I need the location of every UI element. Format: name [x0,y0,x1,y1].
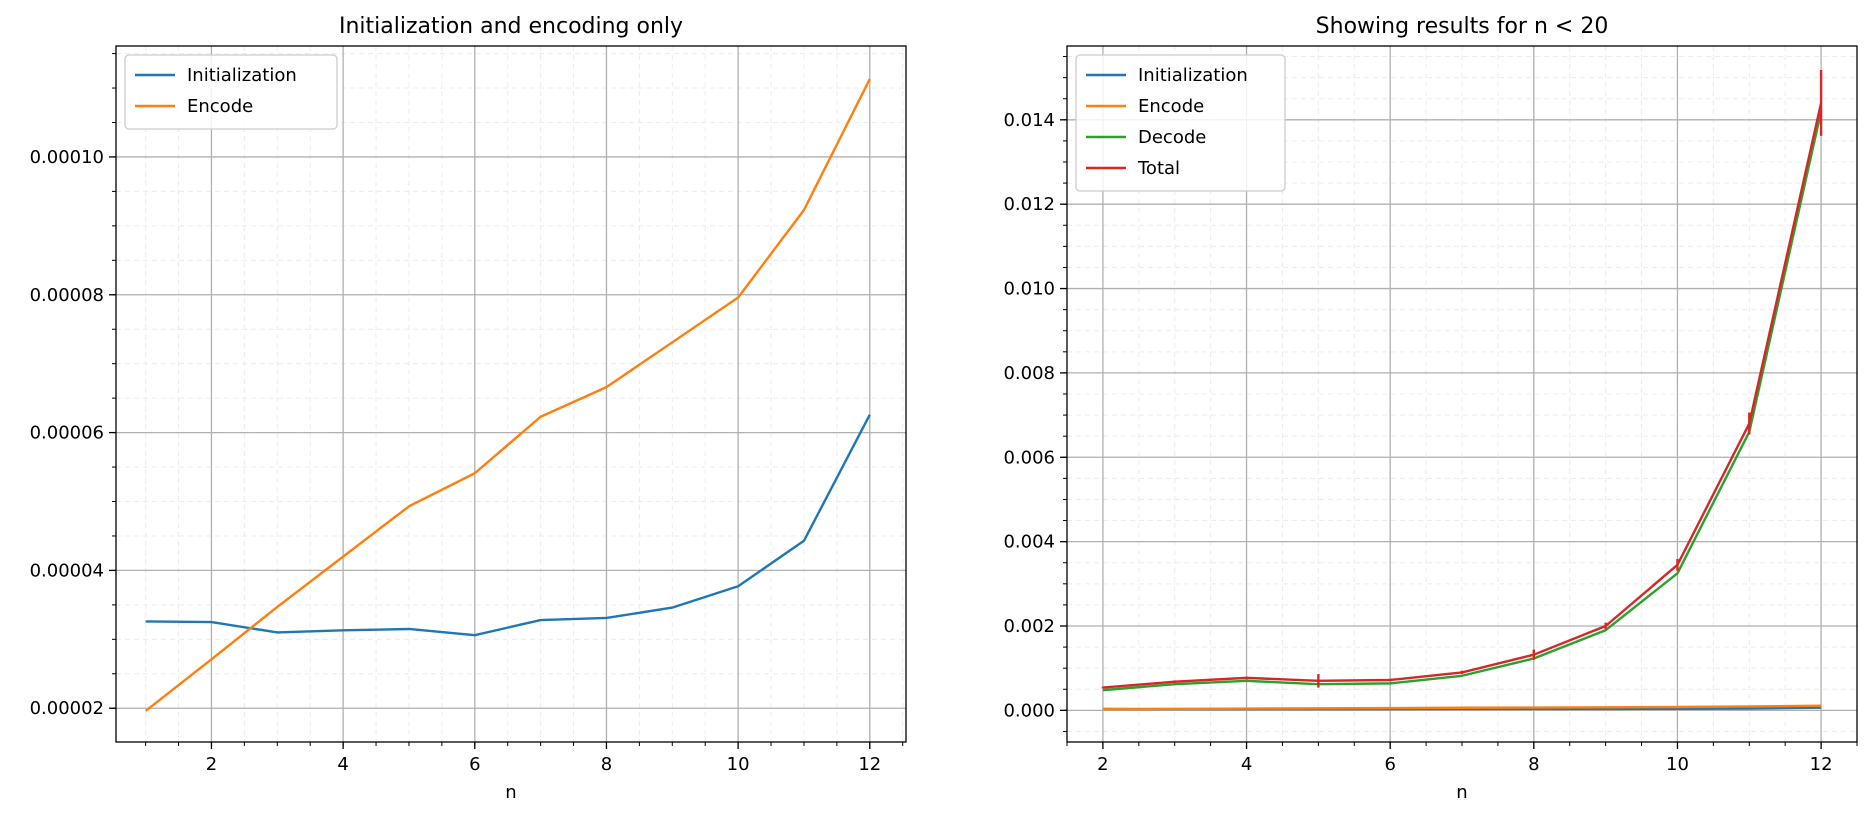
y-tick-label: 0.00006 [30,423,104,444]
y-tick-label: 0.008 [1003,363,1055,384]
y-tick-label: 0.014 [1003,110,1055,131]
legend-box [124,54,338,130]
y-tick-label: 0.004 [1003,532,1055,553]
x-tick-label: 2 [206,754,217,775]
legend-label: Total [1137,158,1180,179]
y-tick-label: 0.012 [1003,194,1055,215]
legend: Initialization Encode [124,54,338,130]
major-grid [116,46,906,742]
y-tick-label: 0.00010 [30,147,104,168]
series-group [1101,70,1823,711]
x-axis-label: n [505,782,516,803]
chart-title: Initialization and encoding only [339,14,683,39]
chart-left: 2 4 6 8 10 120.000020.000040.000060.000080.00… [30,14,907,803]
y-ticks: 0.000 0.002 0.004 0.006 0.008 0.010 0.012 0.014 [1003,56,1067,732]
x-ticks: 2 4 6 8 10 12 [1066,742,1858,775]
x-axis-label: n [1456,782,1467,803]
legend-box [1075,54,1286,192]
y-tick-label: 0.00008 [30,285,104,306]
x-tick-label: 12 [858,754,881,775]
y-ticks: 0.00002 0.00004 0.00006 0.00008 0.00010 [30,53,116,719]
legend-label: Encode [1138,96,1204,117]
y-tick-label: 0.002 [1003,616,1055,637]
x-tick-label: 4 [337,754,348,775]
x-tick-label: 8 [601,754,612,775]
x-tick-label: 10 [1666,754,1689,775]
axes-frame [115,45,907,743]
series-line-encode [1102,704,1822,711]
x-ticks: 2 4 6 8 10 12 [145,742,904,775]
y-tick-label: 0.000 [1003,700,1055,721]
series-line-initialization [145,414,871,637]
x-tick-label: 10 [727,754,750,775]
chart-right: 2 4 6 8 10 120.0000.0020.0040.0060.0080.0100.… [1003,14,1858,803]
legend-label: Decode [1138,127,1206,148]
x-tick-label: 6 [469,754,480,775]
x-tick-label: 2 [1097,754,1108,775]
x-tick-label: 4 [1241,754,1252,775]
legend-label: Initialization [187,65,297,86]
legend-label: Initialization [1138,65,1248,86]
y-tick-label: 0.00002 [30,698,104,719]
y-tick-label: 0.006 [1003,447,1055,468]
x-tick-label: 6 [1384,754,1395,775]
y-tick-label: 0.00004 [30,560,104,581]
x-tick-label: 8 [1528,754,1539,775]
y-tick-label: 0.010 [1003,279,1055,300]
series-line-encode [144,78,871,712]
legend-label: Encode [187,96,253,117]
chart-title: Showing results for n < 20 [1316,14,1609,39]
legend: Initialization Encode Decode Total [1075,54,1286,192]
series-group [144,78,871,712]
series-line-decode [1102,111,1823,692]
x-tick-label: 12 [1810,754,1833,775]
